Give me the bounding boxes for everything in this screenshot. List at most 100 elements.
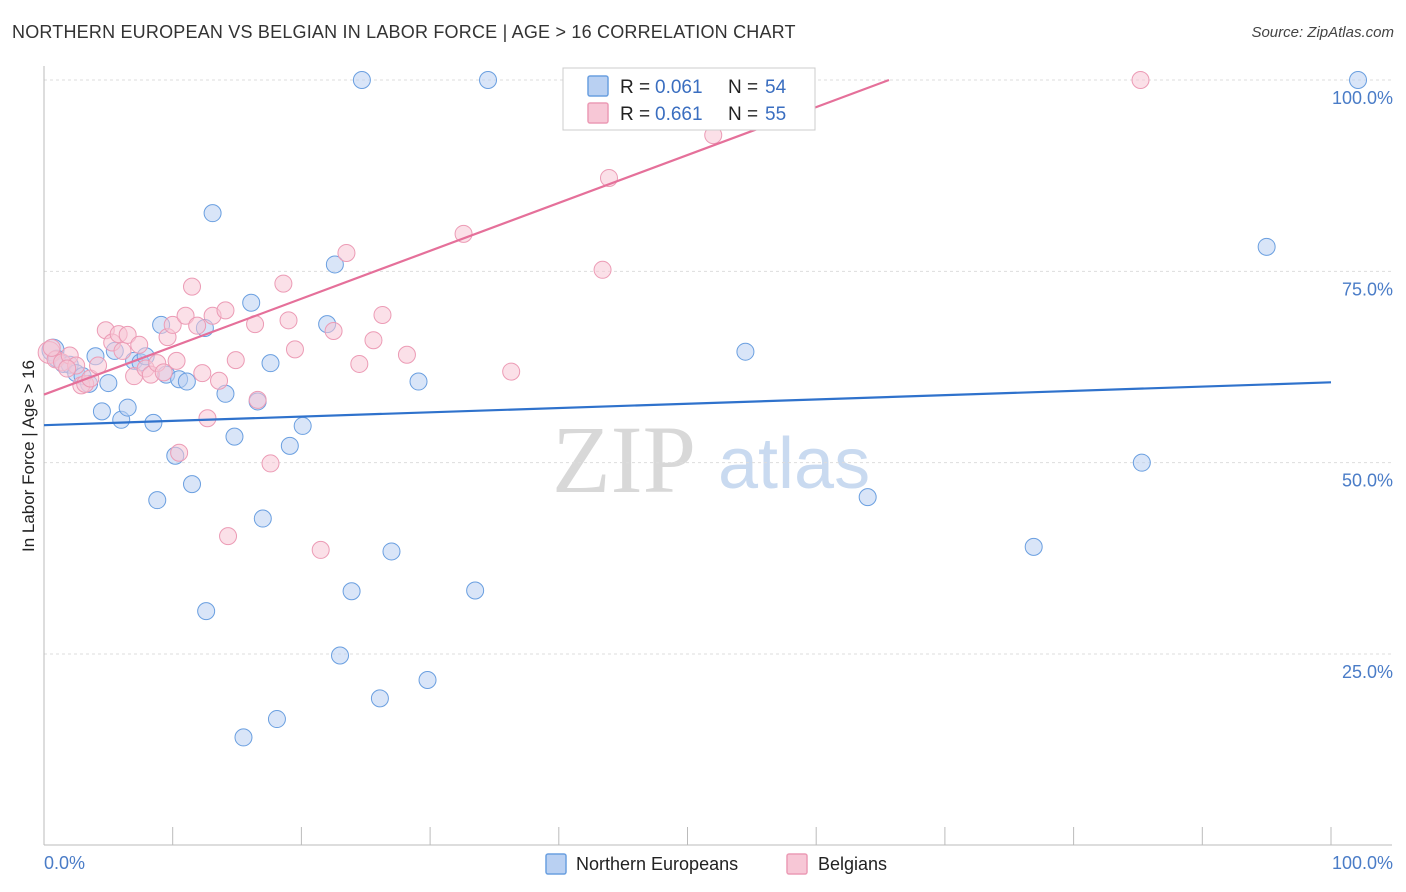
northern-europeans-point <box>1024 537 1043 556</box>
belgians-point <box>58 359 77 378</box>
northern-europeans-point <box>118 398 137 417</box>
y-tick-labels: 25.0% 50.0% 75.0% 100.0% <box>1332 88 1393 682</box>
northern-europeans-point <box>352 71 371 89</box>
belgians-trend-line <box>43 78 890 396</box>
northern-europeans-point <box>253 509 272 528</box>
legend-n-value: 54 <box>765 77 787 98</box>
y-tick-label: 75.0% <box>1342 279 1393 299</box>
northern-europeans-point <box>1257 237 1276 256</box>
belgians-point <box>210 371 229 390</box>
northern-europeans-point <box>242 293 261 312</box>
legend-n-label: N = <box>728 77 758 98</box>
belgians-point <box>216 301 235 320</box>
northern-europeans-point <box>1132 453 1151 472</box>
belgians-point <box>274 274 293 293</box>
watermark-zip: ZIP <box>552 406 696 513</box>
northern-europeans-point <box>293 416 312 435</box>
belgians-point <box>337 243 356 262</box>
axes <box>43 66 1392 846</box>
northern-europeans-point <box>225 427 244 446</box>
northern-europeans-point <box>331 646 350 665</box>
northern-europeans-trend-line <box>43 381 1332 427</box>
belgians-point <box>1131 71 1150 89</box>
legend-n-value: 55 <box>765 104 786 125</box>
belgians-point <box>198 409 217 428</box>
northern-europeans-point <box>203 204 222 223</box>
legend-swatch-northern-europeans <box>545 853 567 875</box>
legend-r-value: 0.661 <box>655 104 703 125</box>
y-tick-label: 25.0% <box>1342 662 1393 682</box>
belgians-point <box>502 362 521 381</box>
belgians-point <box>261 454 280 473</box>
belgians-points <box>37 71 1150 559</box>
northern-europeans-point <box>479 71 498 89</box>
correlation-legend: R = 0.061 N = 54 R = 0.661 N = 55 <box>562 67 816 131</box>
source-credit: Source: ZipAtlas.com <box>1251 24 1394 41</box>
belgians-point <box>163 315 182 334</box>
belgians-point <box>167 351 186 370</box>
northern-europeans-point <box>177 372 196 391</box>
northern-europeans-point <box>183 475 202 494</box>
x-tick-label: 0.0% <box>44 853 85 873</box>
belgians-point <box>188 316 207 335</box>
belgians-point <box>593 260 612 279</box>
belgians-point <box>193 364 212 383</box>
chart-title: NORTHERN EUROPEAN VS BELGIAN IN LABOR FO… <box>12 22 796 42</box>
northern-europeans-point <box>342 582 361 601</box>
belgians-point <box>130 335 149 354</box>
northern-europeans-point <box>409 372 428 391</box>
belgians-point <box>219 527 238 546</box>
belgians-point <box>324 322 343 341</box>
x-tick-labels: 0.0% 100.0% <box>44 853 1393 873</box>
northern-europeans-point <box>144 413 163 432</box>
legend-swatch-belgians <box>786 853 808 875</box>
belgians-point <box>170 443 189 462</box>
belgians-point <box>454 224 473 243</box>
belgians-point <box>113 341 132 360</box>
legend-r-value: 0.061 <box>655 77 703 98</box>
gridlines <box>44 79 1392 655</box>
northern-europeans-point <box>92 402 111 421</box>
belgians-point <box>154 363 173 382</box>
belgians-point <box>183 277 202 296</box>
northern-europeans-point <box>99 374 118 393</box>
belgians-point <box>226 351 245 370</box>
y-tick-label: 100.0% <box>1332 88 1393 108</box>
belgians-point <box>364 331 383 350</box>
northern-europeans-point <box>382 542 401 561</box>
northern-europeans-point <box>858 488 877 507</box>
northern-europeans-point <box>280 436 299 455</box>
legend-n-label: N = <box>728 104 758 125</box>
northern-europeans-point <box>325 255 344 274</box>
northern-europeans-point <box>418 671 437 690</box>
belgians-point <box>279 311 298 330</box>
belgians-point <box>118 325 137 344</box>
watermark: ZIP atlas <box>552 406 870 513</box>
belgians-point <box>350 354 369 373</box>
northern-europeans-point <box>197 602 216 621</box>
series-legend: Northern Europeans Belgians <box>545 853 887 875</box>
northern-europeans-point <box>267 710 286 729</box>
northern-europeans-point <box>261 354 280 373</box>
belgians-point <box>248 390 267 409</box>
x-tick-label: 100.0% <box>1332 853 1393 873</box>
northern-europeans-point <box>736 342 755 361</box>
watermark-atlas: atlas <box>718 424 870 504</box>
belgians-point <box>373 305 392 324</box>
northern-europeans-point <box>148 491 167 510</box>
legend-r-label: R = <box>620 77 650 98</box>
northern-europeans-points <box>41 71 1368 747</box>
northern-europeans-point <box>234 728 253 747</box>
northern-europeans-point <box>1349 71 1368 89</box>
legend-swatch-blue <box>587 75 609 97</box>
belgians-point <box>285 340 304 359</box>
trend-lines <box>43 78 1332 427</box>
belgians-point <box>176 306 195 325</box>
legend-r-label: R = <box>620 104 650 125</box>
belgians-point <box>397 345 416 364</box>
northern-europeans-point <box>370 689 389 708</box>
legend-label-belgians: Belgians <box>818 854 887 874</box>
belgians-point <box>311 540 330 559</box>
legend-swatch-pink <box>587 102 609 124</box>
